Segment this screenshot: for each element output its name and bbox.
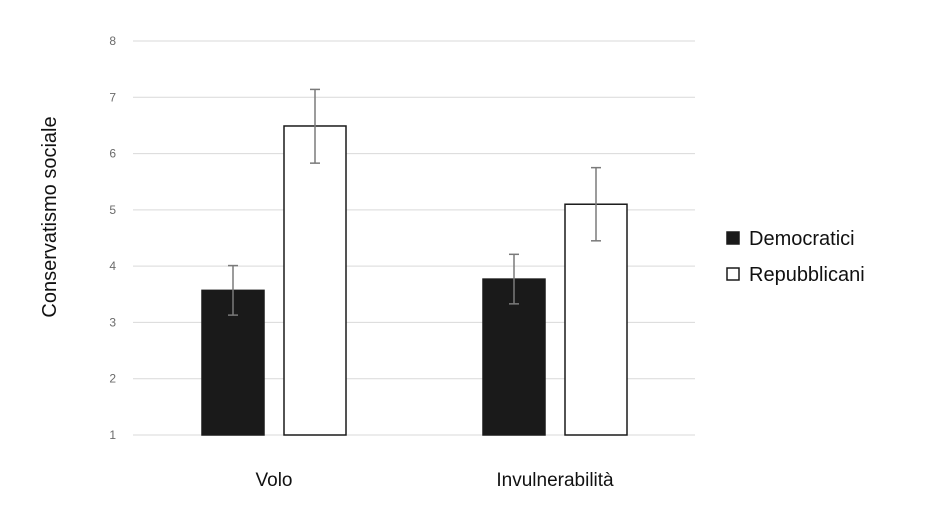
legend-item: Democratici [726,228,855,250]
y-tick-label: 8 [109,34,116,48]
legend-item: Repubblicani [726,264,865,286]
bar-democratici [482,278,546,436]
legend-swatch [726,267,740,281]
y-axis-ticks: 1 2 3 4 5 6 7 8 [109,34,116,442]
error-bars [228,88,601,316]
bar-repubblicani [283,125,347,436]
y-tick-label: 2 [109,372,116,386]
y-tick-label: 7 [109,90,116,104]
bars [201,125,628,436]
x-category-label: Invulnerabilità [496,470,614,491]
y-tick-label: 1 [109,428,116,442]
x-axis-categories: Volo Invulnerabilità [256,470,615,491]
legend-swatch [726,231,740,245]
error-bar [310,88,320,164]
error-bar [591,166,601,242]
bar-repubblicani [564,203,628,436]
error-bar [228,264,238,316]
legend: Democratici Repubblicani [726,228,865,286]
y-axis-title: Conservatismo sociale [39,116,61,317]
y-tick-label: 5 [109,203,116,217]
error-bar [509,253,519,305]
y-tick-label: 4 [109,259,116,273]
legend-label: Democratici [749,228,855,250]
x-category-label: Volo [256,470,293,491]
y-tick-label: 6 [109,147,116,161]
legend-label: Repubblicani [749,264,865,286]
y-tick-label: 3 [109,315,116,329]
